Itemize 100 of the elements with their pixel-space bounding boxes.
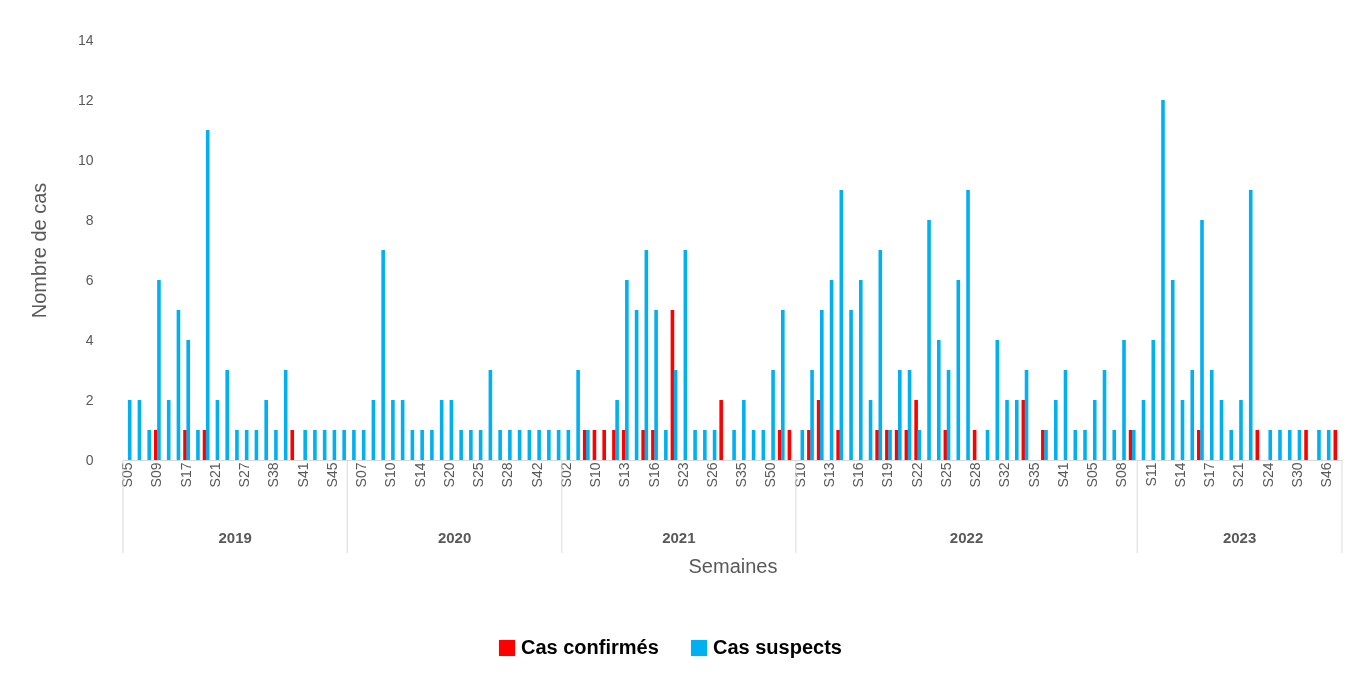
y-tick-label: 8 [85,211,94,228]
text: 2022 [949,529,984,546]
x-tick-label: S17 [177,462,194,488]
text: 2020 [437,529,472,546]
y-tick-label: 6 [85,271,94,288]
bar [1287,430,1292,460]
x-tick-label: S05 [1084,462,1101,488]
x-tick-label: S21 [1230,462,1247,488]
bar [1005,400,1009,460]
x-tick-label: S11 [1142,462,1159,487]
bar [576,370,580,460]
x-axis-title: Semaines [688,555,778,578]
x-tick-label: S41 [294,462,311,488]
x-tick-label: S50 [762,462,779,488]
x-tick-label: S22 [908,462,925,488]
bar [732,430,736,460]
x-tick-label: S20 [440,462,457,488]
bar [602,430,606,460]
bar [914,400,918,460]
bar [1112,430,1117,460]
bar [1151,340,1156,460]
bar [956,280,961,460]
x-tick-label: S32 [996,462,1013,488]
x-tick-label: S46 [1318,462,1335,488]
x-tick-label: S25 [470,462,487,488]
bar [430,430,434,460]
x-tick-label: S24 [1259,462,1276,488]
bar [641,430,645,460]
bar [225,370,229,460]
x-tick-label: S10 [382,462,399,488]
bar [303,430,307,460]
x-tick-label: S28 [967,462,984,488]
bar [1209,370,1214,460]
bar [1317,430,1321,460]
bar [313,430,317,460]
bar [1333,430,1338,460]
x-tick-label: S42 [528,462,545,488]
x-tick-label: S30 [1288,462,1305,488]
bar [1268,430,1273,460]
bar [1200,220,1204,460]
bar [927,220,931,460]
bar [352,430,356,460]
bar [836,430,840,460]
y-tick-label: 12 [77,91,94,108]
bar [391,400,395,460]
bar [537,430,541,460]
bar [898,370,902,460]
bar [781,310,785,460]
x-tick-label: S16 [850,462,867,488]
bar [1073,430,1078,460]
x-tick-label: S21 [206,462,223,488]
x-tick-label: S26 [704,462,720,488]
y-tick-label: 2 [85,391,94,408]
x-tick-label: S25 [937,462,954,488]
bar [420,430,424,460]
x-tick-label: S23 [674,462,691,488]
bar [147,430,151,460]
x-tick-label: S14 [411,462,428,488]
bar [1190,370,1195,460]
bar [1014,400,1019,460]
x-tick-label: S09 [148,462,165,488]
x-tick-label: S19 [879,462,896,488]
legend-label: Cas suspects [713,636,842,658]
bar [1229,430,1234,460]
x-tick-label: S35 [1025,462,1042,488]
x-tick-label: S38 [265,462,282,488]
x-tick-label: S28 [499,462,516,488]
y-axis-title: Nombre de cas [27,182,50,319]
bar [498,430,502,460]
bar [771,370,775,460]
bar [586,430,590,460]
bar [654,310,658,460]
bar [381,250,385,460]
x-tick-label: S07 [353,462,370,488]
x-tick-label: S05 [119,462,136,488]
bar [1092,400,1097,460]
bar [1326,430,1331,460]
x-tick-label: S45 [323,462,340,488]
bar [459,430,463,460]
bar [235,430,239,460]
bar [127,400,132,460]
x-tick-label: S10 [587,462,604,488]
bar [1053,400,1058,460]
text: 2021 [662,529,696,546]
x-tick-label: S13 [820,462,837,488]
bar [719,400,723,460]
bar [936,340,941,460]
bar [1083,430,1087,460]
bar [664,430,668,460]
bar [966,190,970,460]
bar [703,430,707,460]
bar [995,340,1000,460]
x-tick-label: S08 [1113,462,1130,488]
bar [820,310,824,460]
bar [186,340,190,460]
bar [1161,100,1165,460]
y-tick-label: 10 [77,151,94,168]
legend-label: Cas confirmés [521,636,659,658]
bar [1170,280,1175,460]
bar [1248,190,1253,460]
